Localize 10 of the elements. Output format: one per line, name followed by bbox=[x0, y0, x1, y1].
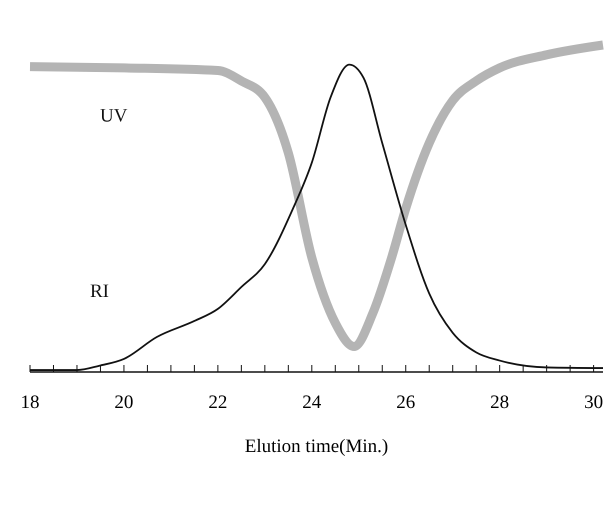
x-tick-label: 20 bbox=[114, 392, 134, 413]
x-tick-label: 26 bbox=[396, 392, 416, 413]
x-tick-label: 28 bbox=[490, 392, 510, 413]
x-tick-label: 24 bbox=[302, 392, 322, 413]
x-tick-label: 22 bbox=[208, 392, 228, 413]
series-label: UV bbox=[100, 106, 128, 127]
text: RI bbox=[90, 281, 109, 302]
x-tick-label: 30 bbox=[584, 392, 604, 413]
x-axis-title: Elution time(Min.) bbox=[244, 436, 388, 457]
x-tick-label: 18 bbox=[20, 392, 40, 413]
